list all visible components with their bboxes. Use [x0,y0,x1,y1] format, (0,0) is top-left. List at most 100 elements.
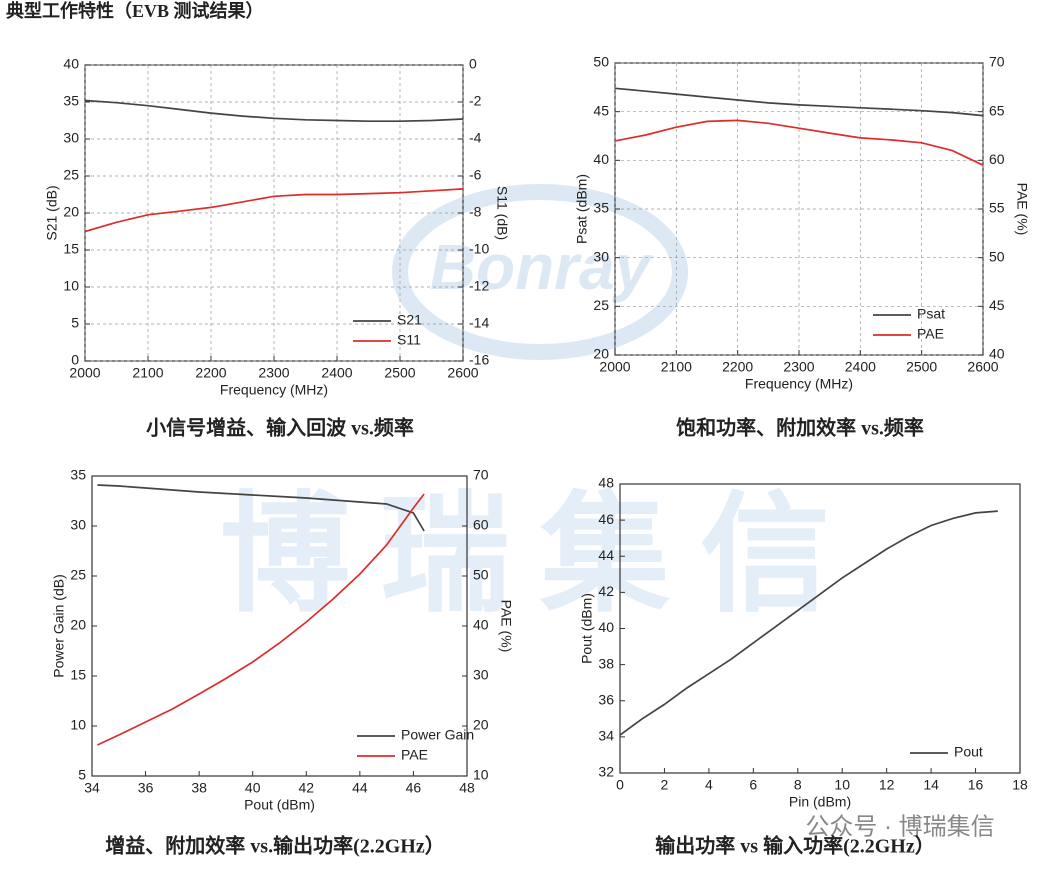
y2-tick-label: 45 [989,297,1005,313]
y-tick-label: 46 [598,511,614,527]
y-tick-label: 30 [63,130,79,146]
x-tick-label: 40 [245,780,261,796]
y2-tick-label: 20 [473,717,489,733]
y-tick-label: 5 [78,767,86,783]
x-tick-label: 2000 [599,359,630,375]
x-tick-label: 12 [879,777,895,793]
y2-tick-label: -10 [469,241,489,257]
series-line [614,119,984,166]
x-tick-label: 46 [406,780,422,796]
x-tick-label: 48 [459,780,475,796]
x-axis-label: Frequency (MHz) [220,382,328,398]
x-tick-label: 2500 [906,359,937,375]
legend-label: S11 [397,332,421,348]
y2-tick-label: -6 [469,167,482,183]
y-tick-label: 25 [593,297,609,313]
y-tick-label: 25 [63,167,79,183]
y-tick-label: 40 [598,619,614,635]
x-tick-label: 0 [616,777,624,793]
x-tick-label: 34 [84,780,100,796]
x-tick-label: 2300 [783,359,814,375]
x-tick-label: 2000 [69,365,100,381]
x-tick-label: 2200 [722,359,753,375]
y2-tick-label: -16 [469,352,489,368]
chart-caption: 增益、附加效率 vs.输出功率(2.2GHz） [105,834,444,858]
y-tick-label: 42 [598,583,614,599]
y2-tick-label: 0 [469,56,477,72]
y-tick-label: 5 [71,315,79,331]
y2-axis-label: PAE (%) [498,600,514,653]
chart-caption: 小信号增益、输入回波 vs.频率 [146,416,414,440]
legend-label: PAE [917,326,944,342]
x-tick-label: 2200 [195,365,226,381]
y-tick-label: 50 [593,54,609,70]
x-tick-label: 2100 [132,365,163,381]
series-line [97,493,425,746]
watermark: Bonray [430,231,654,303]
y-axis-label: Pout (dBm) [579,593,595,664]
y-tick-label: 48 [598,475,614,491]
y-tick-label: 35 [70,467,86,483]
legend-label: Psat [917,306,945,322]
y-tick-label: 34 [598,728,614,744]
x-tick-label: 2300 [258,365,289,381]
y-axis-label: Psat (dBm) [574,174,590,244]
chart-caption: 饱和功率、附加效率 vs.频率 [676,416,924,440]
y-tick-label: 0 [71,352,79,368]
x-tick-label: 2400 [321,365,352,381]
x-tick-label: 2 [661,777,669,793]
y2-tick-label: 60 [989,151,1005,167]
x-tick-label: 2600 [967,359,998,375]
y2-tick-label: 40 [989,346,1005,362]
y-tick-label: 38 [598,655,614,671]
x-tick-label: 16 [968,777,984,793]
y-tick-label: 40 [63,56,79,72]
x-tick-label: 2400 [845,359,876,375]
y-tick-label: 40 [593,151,609,167]
y2-tick-label: 50 [989,248,1005,264]
y2-tick-label: -4 [469,130,482,146]
series-line [84,99,464,123]
y2-axis-label: PAE (%) [1014,183,1030,236]
y2-tick-label: 70 [473,467,489,483]
series-line [619,510,998,736]
y2-axis-label: S11 (dB) [494,186,510,240]
y-tick-label: 10 [70,717,86,733]
x-tick-label: 18 [1012,777,1028,793]
y2-tick-label: -12 [469,278,489,294]
y-tick-label: 10 [63,278,79,294]
x-axis-label: Pout (dBm) [244,797,315,813]
y-tick-label: 35 [593,200,609,216]
y2-tick-label: 40 [473,617,489,633]
watermark: 博瑞集信 [220,481,860,627]
y-tick-label: 25 [70,567,86,583]
series-line [97,484,425,532]
y-tick-label: 45 [593,102,609,118]
y2-tick-label: 10 [473,767,489,783]
y2-tick-label: -8 [469,204,482,220]
y-tick-label: 30 [593,248,609,264]
x-tick-label: 38 [191,780,207,796]
x-tick-label: 44 [352,780,368,796]
x-tick-label: 2600 [447,365,478,381]
x-tick-label: 14 [923,777,939,793]
x-tick-label: 10 [834,777,850,793]
legend-label: Power Gain [401,727,474,743]
x-tick-label: 42 [298,780,314,796]
y-axis-label: Power Gain (dB) [51,574,67,677]
y2-tick-label: -2 [469,93,482,109]
y2-tick-label: 60 [473,517,489,533]
page-title: 典型工作特性（EVB 测试结果） [6,0,264,21]
y-tick-label: 20 [593,346,609,362]
x-tick-label: 4 [705,777,713,793]
y-tick-label: 20 [63,204,79,220]
y-tick-label: 30 [70,517,86,533]
series-line [84,188,464,233]
y-tick-label: 32 [598,764,614,780]
y-tick-label: 36 [598,691,614,707]
series-line [614,87,984,117]
y2-tick-label: 65 [989,102,1005,118]
chart-caption: 输出功率 vs 输入功率(2.2GHz） [655,834,934,858]
legend-label: S21 [397,312,422,328]
